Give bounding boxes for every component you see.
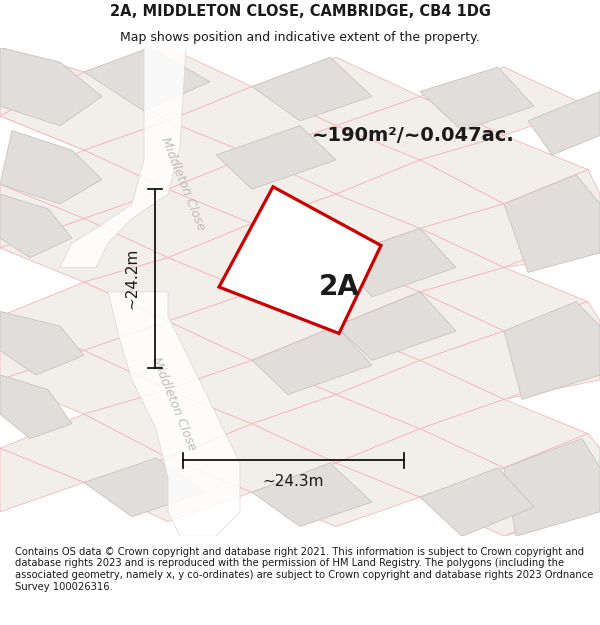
Polygon shape (336, 360, 504, 429)
Polygon shape (168, 360, 336, 424)
Polygon shape (0, 184, 84, 248)
Polygon shape (0, 375, 72, 439)
Polygon shape (216, 126, 336, 189)
Polygon shape (0, 48, 168, 150)
Text: ~190m²/~0.047ac.: ~190m²/~0.047ac. (312, 126, 515, 145)
Polygon shape (0, 414, 168, 482)
Polygon shape (252, 394, 420, 463)
Polygon shape (252, 326, 372, 394)
Text: 2A: 2A (319, 273, 359, 301)
Polygon shape (504, 302, 600, 399)
Polygon shape (252, 58, 420, 126)
Polygon shape (219, 187, 381, 333)
Polygon shape (0, 448, 84, 512)
Polygon shape (528, 91, 600, 155)
Polygon shape (420, 331, 588, 399)
Polygon shape (420, 136, 588, 204)
Polygon shape (420, 67, 534, 131)
Polygon shape (0, 48, 102, 126)
Text: Map shows position and indicative extent of the property.: Map shows position and indicative extent… (120, 31, 480, 44)
Polygon shape (84, 48, 252, 121)
Polygon shape (0, 150, 168, 219)
Polygon shape (504, 169, 600, 268)
Polygon shape (336, 292, 456, 360)
Polygon shape (504, 174, 600, 272)
Polygon shape (504, 439, 600, 536)
Polygon shape (252, 463, 372, 526)
Polygon shape (84, 258, 252, 321)
Polygon shape (168, 155, 336, 224)
Polygon shape (0, 72, 168, 150)
Polygon shape (0, 194, 72, 258)
Polygon shape (420, 268, 588, 331)
Polygon shape (0, 282, 168, 351)
Text: Contains OS data © Crown copyright and database right 2021. This information is : Contains OS data © Crown copyright and d… (15, 547, 593, 592)
Polygon shape (0, 131, 102, 204)
Polygon shape (252, 126, 420, 194)
Text: Middleton Close: Middleton Close (149, 356, 199, 453)
Polygon shape (60, 48, 186, 268)
Polygon shape (252, 258, 420, 326)
Polygon shape (252, 326, 420, 394)
Polygon shape (84, 48, 210, 111)
Polygon shape (420, 67, 588, 136)
Polygon shape (0, 351, 168, 414)
Polygon shape (252, 58, 372, 121)
Polygon shape (168, 424, 336, 493)
Text: 2A, MIDDLETON CLOSE, CAMBRIDGE, CB4 1DG: 2A, MIDDLETON CLOSE, CAMBRIDGE, CB4 1DG (110, 4, 491, 19)
Polygon shape (108, 292, 240, 536)
Polygon shape (336, 429, 504, 497)
Text: ~24.2m: ~24.2m (125, 248, 139, 309)
Polygon shape (84, 389, 252, 458)
Polygon shape (0, 219, 168, 282)
Polygon shape (168, 87, 336, 155)
Polygon shape (84, 121, 252, 189)
Polygon shape (420, 468, 534, 536)
Text: ~24.3m: ~24.3m (263, 474, 324, 489)
Polygon shape (84, 458, 204, 517)
Polygon shape (336, 228, 456, 297)
Polygon shape (0, 48, 84, 116)
Text: Middleton Close: Middleton Close (158, 136, 208, 233)
Polygon shape (0, 311, 84, 375)
Polygon shape (84, 321, 252, 389)
Polygon shape (168, 224, 336, 292)
Polygon shape (504, 434, 600, 536)
Polygon shape (420, 204, 588, 268)
Polygon shape (252, 463, 420, 526)
Polygon shape (420, 468, 588, 536)
Polygon shape (0, 316, 84, 380)
Polygon shape (336, 96, 504, 160)
Polygon shape (168, 292, 336, 360)
Polygon shape (252, 194, 420, 258)
Polygon shape (84, 458, 252, 522)
Polygon shape (336, 292, 504, 360)
Polygon shape (420, 399, 588, 468)
Polygon shape (504, 302, 600, 399)
Polygon shape (336, 160, 504, 228)
Polygon shape (84, 189, 252, 258)
Polygon shape (336, 228, 504, 292)
